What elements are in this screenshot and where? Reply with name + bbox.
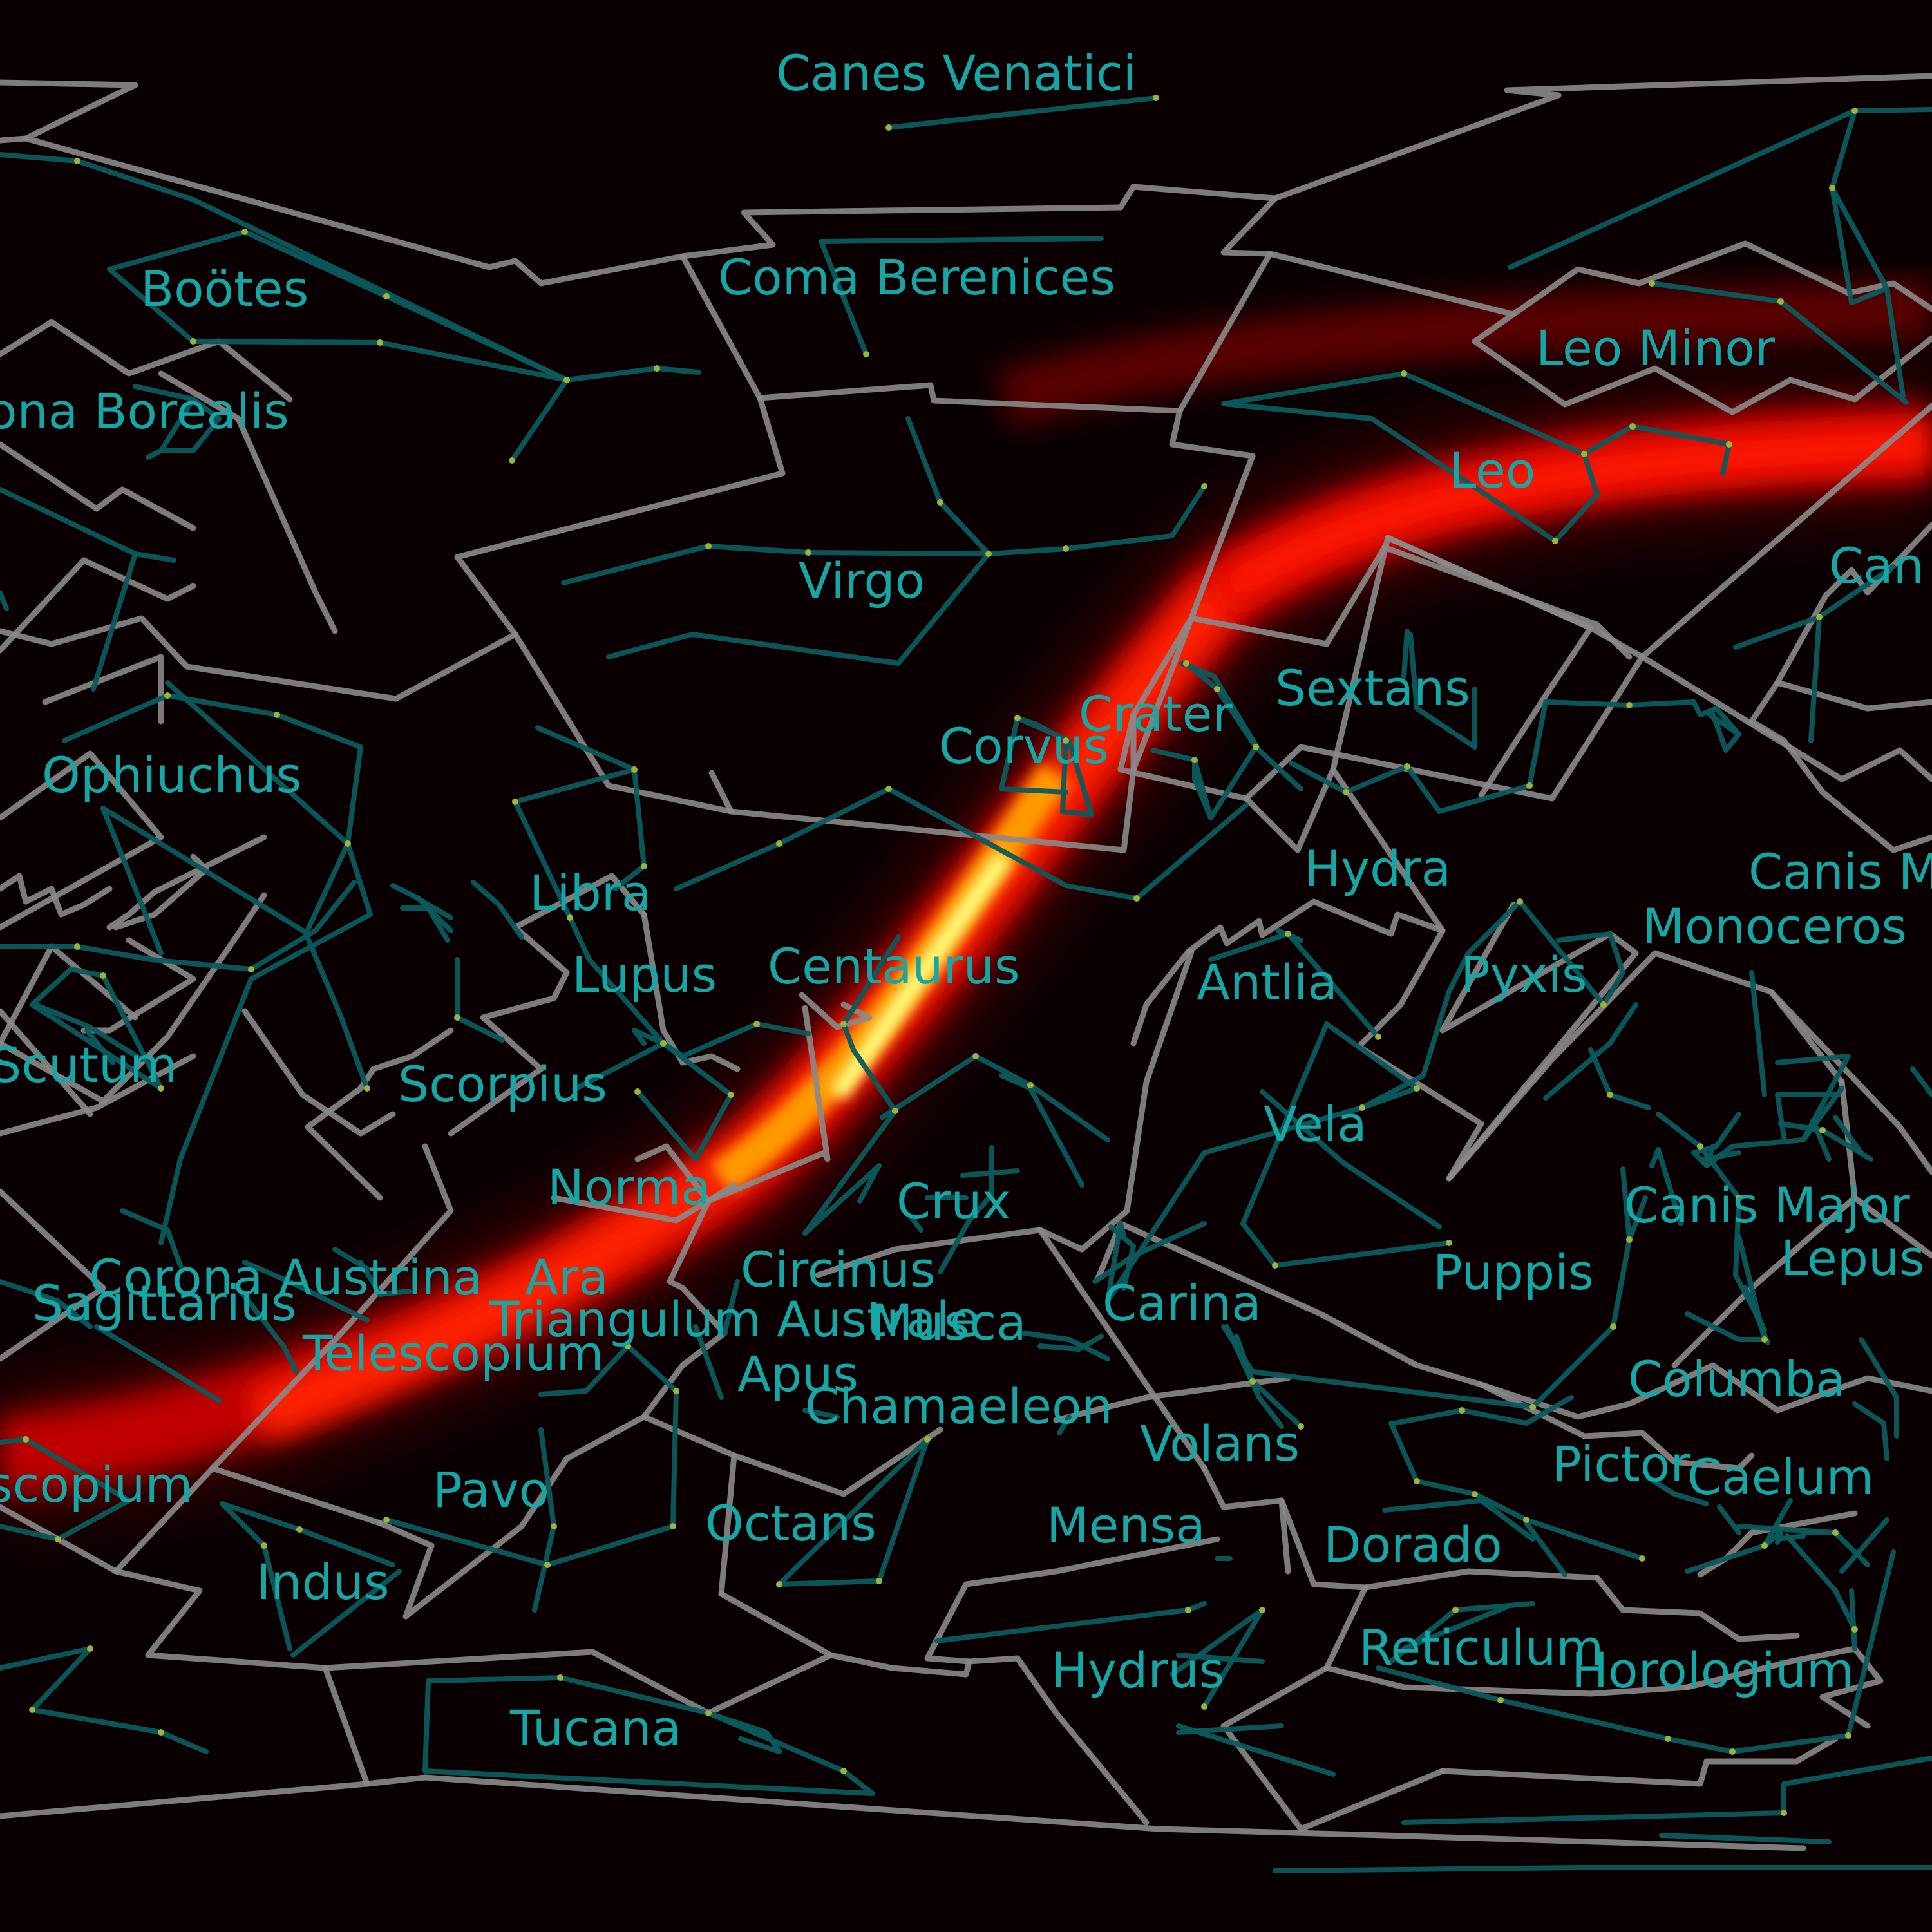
constellation-labels: Canes Venatici Boötes Coma Berenices ona… [0,44,1932,1757]
label-hydra: Hydra [1304,840,1451,897]
label-ophiuchus: Ophiuchus [42,746,301,804]
label-pyxis: Pyxis [1461,946,1587,1003]
label-crux: Crux [896,1173,1010,1230]
label-crater: Crater [1079,685,1233,743]
label-tucana: Tucana [509,1700,681,1757]
label-dorado: Dorado [1323,1516,1502,1573]
label-centaurus: Centaurus [768,938,1020,995]
label-scutum: Scutum [0,1036,177,1094]
label-canis-major: Canis Major [1624,1177,1910,1234]
label-volans: Volans [1140,1415,1300,1472]
label-leo-minor: Leo Minor [1536,319,1776,377]
label-corvus: Corvus [939,717,1109,775]
label-vela: Vela [1264,1095,1367,1153]
label-pictor: Pictor [1552,1435,1690,1493]
label-mensa: Mensa [1046,1497,1206,1554]
label-microscopium: scopium [0,1456,193,1513]
label-triangulum-australe: Triangulum Australe [489,1291,980,1348]
label-libra: Libra [529,864,652,922]
label-corona-borealis: ona Borealis [0,383,289,440]
label-caelum: Caelum [1687,1448,1874,1506]
label-octans: Octans [705,1495,876,1552]
label-canis-minor: Canis M [1748,843,1932,900]
label-leo: Leo [1449,442,1535,499]
star-markers [23,95,1858,1816]
label-sagittarius: Sagittarius [32,1274,296,1332]
label-carina: Carina [1103,1274,1262,1332]
label-telescopium: Telescopium [302,1325,604,1382]
label-columba: Columba [1628,1350,1846,1408]
label-canes-venatici: Canes Venatici [776,44,1137,102]
label-scorpius: Scorpius [398,1056,607,1113]
label-monoceros: Monoceros [1642,898,1907,955]
label-hydrus: Hydrus [1051,1642,1224,1699]
label-norma: Norma [547,1159,711,1216]
label-corona-austrina: Corona Austrina [89,1249,482,1306]
label-virgo: Virgo [799,552,925,609]
label-antlia: Antlia [1197,954,1338,1011]
label-musca: Musca [871,1294,1027,1351]
label-circinus: Circinus [741,1241,936,1298]
label-pavo: Pavo [433,1461,549,1519]
constellation-boundaries [0,73,1932,1852]
label-reticulum: Reticulum [1359,1619,1604,1676]
label-puppis: Puppis [1433,1244,1594,1301]
milky-way-band [0,280,1932,1523]
label-indus: Indus [256,1553,390,1611]
label-lupus: Lupus [572,946,717,1003]
label-horologium: Horologium [1571,1642,1854,1699]
label-cancer: Can [1829,537,1924,594]
label-sextans: Sextans [1275,659,1470,717]
label-apus: Apus [737,1345,858,1403]
label-lepus: Lepus [1781,1229,1925,1287]
label-bootes: Boötes [140,260,308,317]
label-ara: Ara [525,1249,609,1306]
label-chamaeleon: Chamaeleon [805,1378,1113,1435]
label-coma-berenices: Coma Berenices [718,249,1115,306]
